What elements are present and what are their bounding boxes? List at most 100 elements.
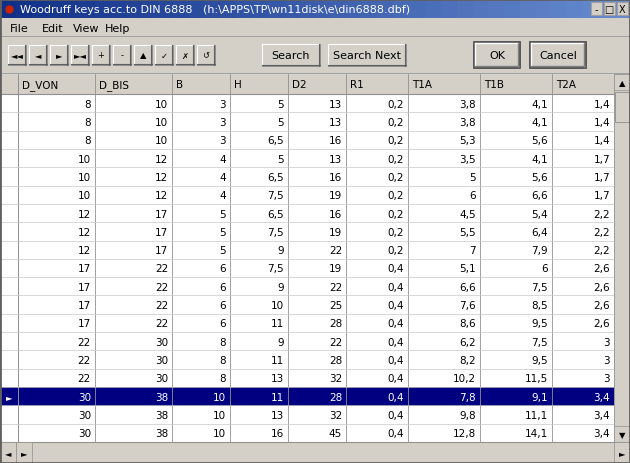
Text: 17: 17 [155,246,168,256]
Text: 4: 4 [219,191,226,201]
Text: -: - [594,5,598,15]
Text: 3,4: 3,4 [593,428,610,438]
Text: Search Next: Search Next [333,51,401,61]
Bar [252,0,268,19]
Text: 7,5: 7,5 [267,227,284,238]
Text: 19: 19 [329,264,342,274]
Bar [110,0,127,19]
Text: 6,5: 6,5 [267,136,284,146]
Text: ✓: ✓ [161,51,168,60]
Text: 2,2: 2,2 [593,227,610,238]
Bar [94,0,111,19]
Text: 8: 8 [84,136,91,146]
Bar [425,0,442,19]
Text: 32: 32 [329,410,342,420]
Bar [362,0,379,19]
Text: 5,3: 5,3 [459,136,476,146]
Bar [591,3,602,16]
Bar [63,0,79,19]
Text: T1B: T1B [484,80,504,90]
Text: 10: 10 [155,118,168,128]
Text: 5,4: 5,4 [531,209,548,219]
Text: 28: 28 [329,355,342,365]
Text: 0,4: 0,4 [387,374,404,383]
Text: 10: 10 [78,191,91,201]
Text: B: B [176,80,183,90]
Text: 7,8: 7,8 [459,392,476,402]
Text: 0,2: 0,2 [387,191,404,201]
Text: 4,5: 4,5 [459,209,476,219]
Text: ►◄: ►◄ [74,51,86,60]
Bar [134,45,152,65]
Bar [268,0,284,19]
Text: 22: 22 [329,282,342,292]
Text: 17: 17 [77,264,91,274]
Bar [0,442,630,463]
Bar [567,0,583,19]
Bar [0,442,16,463]
Text: 32: 32 [329,374,342,383]
Text: 7,5: 7,5 [267,264,284,274]
Text: 5: 5 [277,154,284,164]
Text: 17: 17 [77,319,91,329]
Text: ▲: ▲ [619,79,625,88]
Text: D_BIS: D_BIS [99,80,129,91]
Text: 17: 17 [155,227,168,238]
Text: 6: 6 [469,191,476,201]
Text: 17: 17 [77,282,91,292]
Bar [346,0,363,19]
Text: 11: 11 [271,355,284,365]
Text: 30: 30 [78,392,91,402]
Text: 3: 3 [219,136,226,146]
Bar [126,0,142,19]
Text: 22: 22 [77,355,91,365]
Text: 3: 3 [604,374,610,383]
Text: 8,5: 8,5 [531,300,548,311]
Text: 2,2: 2,2 [593,209,610,219]
Text: 19: 19 [329,227,342,238]
Text: 5,1: 5,1 [459,264,476,274]
Text: Search: Search [272,51,310,61]
Bar [16,0,32,19]
Text: 4,1: 4,1 [531,100,548,109]
Text: ►: ► [6,392,12,401]
Text: 22: 22 [155,319,168,329]
Text: 1,7: 1,7 [593,191,610,201]
Text: 0,4: 0,4 [387,319,404,329]
Text: H: H [234,80,242,90]
Text: 12: 12 [77,209,91,219]
Bar [113,45,131,65]
Text: Help: Help [105,24,130,33]
Text: 9,5: 9,5 [531,319,548,329]
Text: 0,4: 0,4 [387,264,404,274]
Bar [457,0,473,19]
Bar [92,45,110,65]
Text: 13: 13 [329,100,342,109]
Text: 16: 16 [329,173,342,182]
Bar [315,0,331,19]
Bar [71,45,89,65]
Text: 1,4: 1,4 [593,136,610,146]
Bar [262,44,320,66]
Text: 0,2: 0,2 [387,136,404,146]
Text: 0,2: 0,2 [387,246,404,256]
Text: X: X [619,5,626,15]
Text: 12: 12 [77,227,91,238]
Text: 22: 22 [77,374,91,383]
Text: 1,7: 1,7 [593,154,610,164]
Text: 8,6: 8,6 [459,319,476,329]
Text: File: File [10,24,29,33]
Text: 3: 3 [219,100,226,109]
Text: T2A: T2A [556,80,576,90]
Text: 0,2: 0,2 [387,154,404,164]
Text: 4,1: 4,1 [531,118,548,128]
Bar [16,442,32,463]
Text: ►: ► [55,51,62,60]
Text: ►: ► [619,449,625,457]
Text: 5: 5 [219,246,226,256]
Bar [615,93,629,123]
Text: 10: 10 [213,410,226,420]
Text: 9,1: 9,1 [531,392,548,402]
Text: 30: 30 [78,410,91,420]
Text: 11,5: 11,5 [525,374,548,383]
